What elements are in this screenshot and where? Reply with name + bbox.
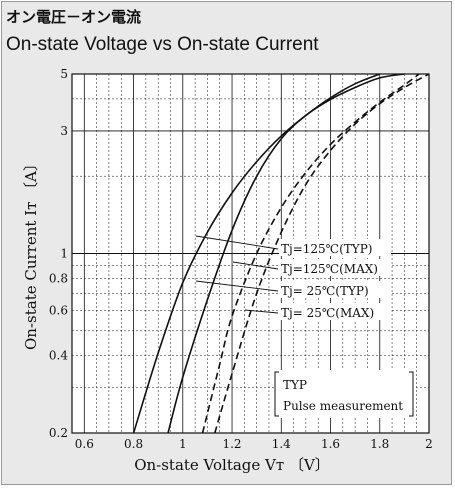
x-tick-label: 0.6 xyxy=(75,437,94,451)
annotation-line-1: TYP xyxy=(283,378,307,392)
legend-label: Tj= 25℃(TYP) xyxy=(281,284,369,298)
y-tick-label: 0.4 xyxy=(49,349,68,363)
legend-leader-line xyxy=(195,235,279,250)
y-tick-label: 0.6 xyxy=(49,303,68,317)
annotation-line-2: Pulse measurement xyxy=(283,399,403,413)
x-tick-label: 1.6 xyxy=(321,437,340,451)
y-tick-label: 0.8 xyxy=(49,271,68,285)
y-tick-label: 0.2 xyxy=(49,426,68,440)
x-tick-label: 0.8 xyxy=(124,437,143,451)
legend-label-background xyxy=(279,259,391,276)
legend-leader-line xyxy=(232,261,279,270)
x-axis-label: On-state Voltage Vт 〔V〕 xyxy=(134,456,330,474)
x-tick-label: 1.2 xyxy=(222,437,241,451)
legend-label-background xyxy=(279,303,391,320)
legend-leader-line xyxy=(195,280,279,292)
legend-label: Tj=125℃(MAX) xyxy=(281,262,378,276)
legend-callouts: Tj=125℃(TYP) Tj=125℃(MAX) Tj= 25℃(TYP) Tj= … xyxy=(195,235,391,320)
legend-label-background xyxy=(279,281,391,298)
chart-title-japanese: オン電圧－オン電流 xyxy=(6,8,142,26)
x-tick-label: 1 xyxy=(179,437,187,451)
tick-labels: 0.6 0.8 1 1.2 1.4 1.6 1.8 2 0.2 0.4 0.6 0.8 1 3 5 xyxy=(49,67,433,451)
x-tick-label: 2 xyxy=(425,437,433,451)
x-tick-label: 1.4 xyxy=(272,437,291,451)
legend-label: Tj=125℃(TYP) xyxy=(281,242,372,256)
curve-series-4 xyxy=(214,73,430,434)
curve-series-1 xyxy=(132,73,381,434)
annotation-box: TYP Pulse measurement xyxy=(274,370,414,418)
chart-title-english: On-state Voltage vs On-state Current xyxy=(6,34,319,55)
legend-label-background xyxy=(279,239,391,256)
y-tick-label: 5 xyxy=(60,67,68,81)
x-tick-label: 1.8 xyxy=(370,437,389,451)
curve-series-3 xyxy=(167,73,405,434)
legend-leader-line xyxy=(244,309,279,314)
y-tick-label: 3 xyxy=(60,124,68,138)
legend-label: Tj= 25℃(MAX) xyxy=(281,306,374,320)
curve-series-2 xyxy=(201,73,420,434)
y-axis-label: On-state Current Iт 〔A〕 xyxy=(22,156,40,350)
y-tick-label: 1 xyxy=(60,247,68,261)
curves xyxy=(132,73,430,434)
